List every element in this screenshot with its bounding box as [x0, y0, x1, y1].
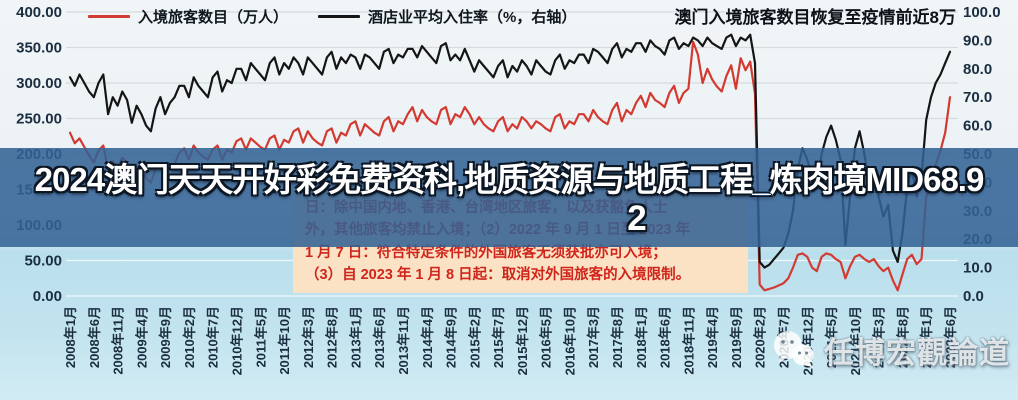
legend-label-occupancy: 酒店业平均入住率（%，右轴） [368, 9, 577, 26]
watermark: 任博宏觀論道 [770, 328, 1010, 372]
svg-text:100.0: 100.0 [963, 4, 1001, 21]
svg-text:2016年10月: 2016年10月 [562, 306, 577, 375]
legend-label-visitors: 入境旅客数目（万人） [138, 9, 289, 26]
svg-text:10.0: 10.0 [963, 260, 992, 277]
svg-text:60.0: 60.0 [963, 118, 992, 135]
legend-item-occupancy: 酒店业平均入住率（%，右轴） [318, 6, 576, 27]
occupancy-line-swatch [318, 15, 361, 18]
svg-text:2008年1月: 2008年1月 [63, 306, 78, 368]
svg-text:2017年3月: 2017年3月 [586, 306, 601, 368]
overlay-band [0, 148, 1018, 247]
annotation-line-4: （3）自 2023 年 1 月 8 日起：取消对外国旅客的入境限制。 [305, 267, 691, 284]
svg-text:250.00: 250.00 [16, 111, 62, 128]
svg-text:2010年12月: 2010年12月 [229, 306, 244, 375]
svg-text:2016年5月: 2016年5月 [539, 306, 554, 368]
svg-text:2019年9月: 2019年9月 [729, 306, 744, 368]
legend: 入境旅客数目（万人） 酒店业平均入住率（%，右轴） [88, 6, 576, 27]
svg-text:2014年9月: 2014年9月 [444, 306, 459, 368]
wechat-icon [774, 331, 814, 368]
visitors-line-series [68, 40, 952, 292]
svg-text:70.0: 70.0 [963, 89, 992, 106]
svg-text:2012年3月: 2012年3月 [301, 306, 316, 368]
svg-text:2020年2月: 2020年2月 [753, 306, 768, 368]
svg-text:2018年11月: 2018年11月 [681, 306, 696, 375]
svg-text:0.00: 0.00 [33, 288, 62, 305]
svg-text:2018年1月: 2018年1月 [634, 306, 649, 368]
svg-text:2010年2月: 2010年2月 [182, 306, 197, 368]
svg-text:2023年6月: 2023年6月 [943, 306, 958, 368]
svg-text:2009年9月: 2009年9月 [158, 306, 173, 368]
svg-text:350.00: 350.00 [16, 40, 62, 57]
svg-text:2021年5月: 2021年5月 [824, 306, 839, 368]
svg-text:300.00: 300.00 [16, 75, 62, 92]
svg-text:2021年10月: 2021年10月 [848, 306, 863, 375]
svg-text:2015年2月: 2015年2月 [467, 306, 482, 368]
annotation-line-3: 1 月 7 日：符合特定条件的外国旅客无须获批亦可入境； [305, 244, 667, 261]
svg-text:2012年8月: 2012年8月 [325, 306, 340, 368]
svg-text:2014年4月: 2014年4月 [420, 306, 435, 368]
svg-text:50.00: 50.00 [24, 253, 62, 270]
overlay-text-line2: 2 [627, 199, 647, 238]
svg-text:2018年6月: 2018年6月 [658, 306, 673, 368]
svg-text:2019年4月: 2019年4月 [705, 306, 720, 368]
x-axis-labels: 2008年1月 2008年6月 2008年11月 2009年4月 2009年9月 2010… [63, 306, 958, 375]
svg-text:2011年10月: 2011年10月 [277, 306, 292, 375]
svg-text:2015年12月: 2015年12月 [515, 306, 530, 375]
legend-item-visitors: 入境旅客数目（万人） [88, 6, 288, 27]
svg-text:2017年8月: 2017年8月 [610, 306, 625, 368]
svg-text:0.0: 0.0 [963, 288, 984, 305]
svg-text:2013年11月: 2013年11月 [396, 306, 411, 375]
svg-text:2010年7月: 2010年7月 [206, 306, 221, 368]
svg-text:2023年1月: 2023年1月 [919, 306, 934, 368]
svg-text:2013年1月: 2013年1月 [348, 306, 363, 368]
svg-text:400.00: 400.00 [16, 4, 62, 21]
svg-text:80.0: 80.0 [963, 61, 992, 78]
svg-text:2011年5月: 2011年5月 [253, 306, 268, 367]
visitors-line-swatch [88, 15, 130, 18]
chart-title: 澳门入境旅客数目恢复至疫情前近8万 [674, 8, 956, 27]
svg-text:2009年4月: 2009年4月 [134, 306, 149, 368]
svg-text:2008年6月: 2008年6月 [87, 306, 102, 368]
svg-text:2013年6月: 2013年6月 [372, 306, 387, 368]
watermark-text: 任博宏觀論道 [824, 337, 1010, 370]
svg-text:2022年8月: 2022年8月 [895, 306, 910, 368]
svg-text:2015年7月: 2015年7月 [491, 306, 506, 368]
svg-text:90.0: 90.0 [963, 32, 992, 49]
svg-text:2008年11月: 2008年11月 [111, 306, 126, 375]
svg-text:2022年3月: 2022年3月 [872, 306, 887, 368]
overlay-text-line1: 2024澳门天天开好彩免费资科,地质资源与地质工程_炼肉境MID68.9 [34, 161, 985, 198]
